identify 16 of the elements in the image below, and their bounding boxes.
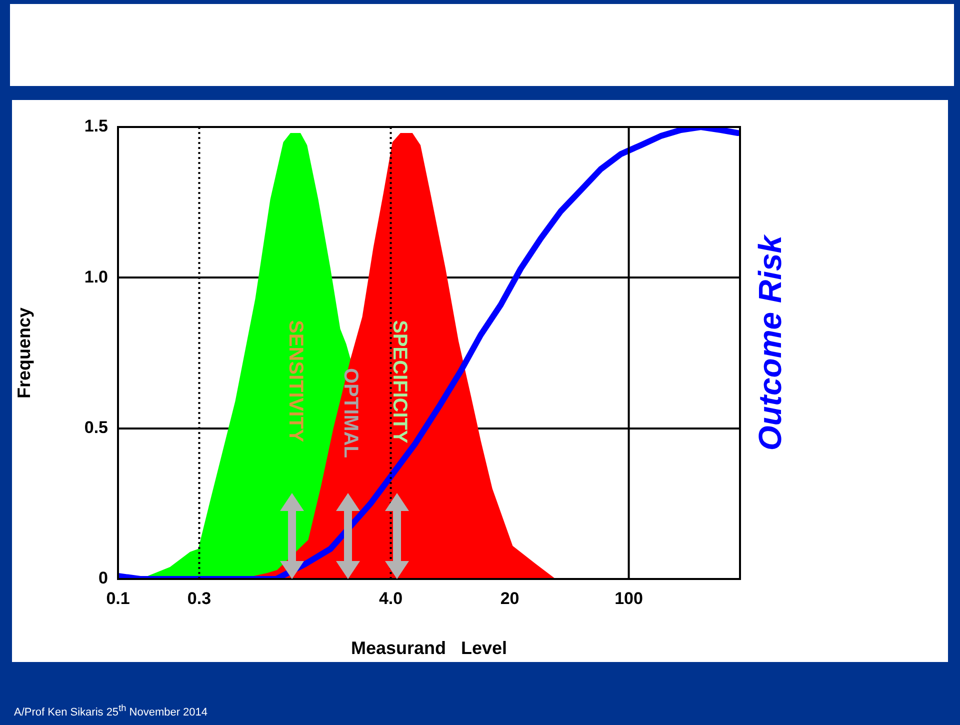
y-axis-title: Frequency [14,307,34,399]
x-axis-title: Measurand Level [350,638,508,658]
y-tick-label: 0.5 [84,418,108,438]
y-tick-label: 1.0 [84,267,108,286]
x-tick-label: 20 [500,588,520,608]
x-tick-label: 100 [614,588,643,608]
y-tick-label: 0 [98,568,108,588]
annotation: SPECIFICITY [388,320,410,444]
x-tick-label: 4.0 [378,588,403,608]
x-tick-label: 0.1 [106,588,130,608]
text: A/Prof Ken Sikaris 25$^{th}$ November 2014 [14,703,208,719]
text: Outcome Risk [752,233,788,451]
annotation: OPTIMAL [339,368,362,458]
annotation: SENSITIVITY [284,320,306,443]
x-tick-label: 0.3 [187,588,212,608]
y-tick-label: 1.5 [84,116,108,136]
